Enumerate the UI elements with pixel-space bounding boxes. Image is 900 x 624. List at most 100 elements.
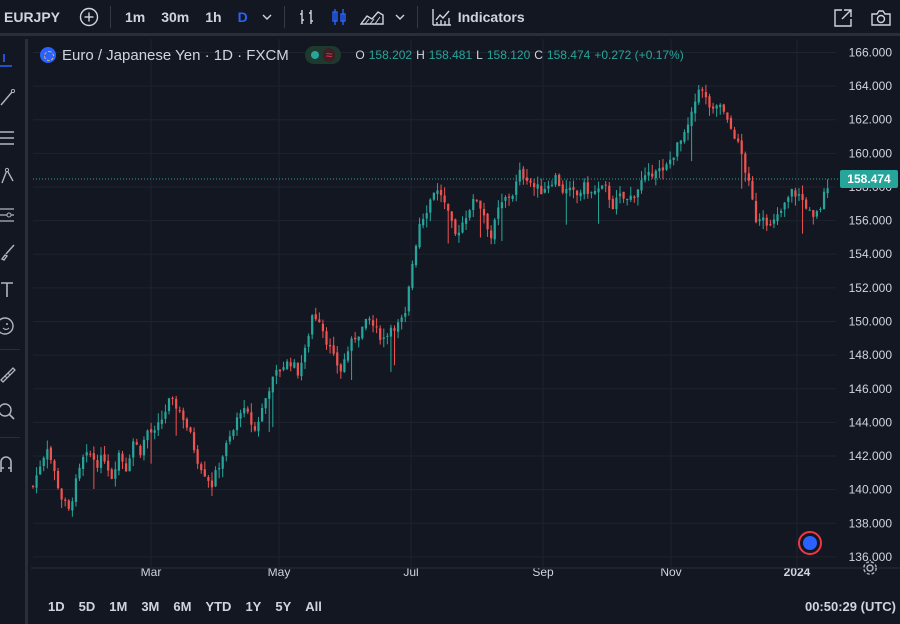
price-tick-label: 160.000 <box>849 146 893 160</box>
indicators-label: Indicators <box>457 8 525 25</box>
brush-tool[interactable] <box>0 239 24 265</box>
price-tick-label: 152.000 <box>849 281 893 295</box>
price-tick-label: 144.000 <box>849 415 893 429</box>
candle-body <box>726 112 729 120</box>
candle-body <box>744 153 747 173</box>
toolbar-divider <box>0 349 20 350</box>
compare-symbol-button[interactable] <box>74 0 104 35</box>
candle-body <box>207 477 210 481</box>
candle-body <box>339 364 342 372</box>
trend-line-tool[interactable] <box>0 85 24 111</box>
price-tick-label: 150.000 <box>849 314 893 328</box>
candle-body <box>314 314 317 320</box>
change-value: +0.272 (+0.17%) <box>594 48 684 62</box>
candle-body <box>747 173 750 181</box>
area-style-button[interactable] <box>355 0 389 35</box>
chevron-down-icon <box>395 14 405 20</box>
range-5d-button[interactable]: 5D <box>78 599 96 614</box>
zoom-tool[interactable] <box>0 399 24 425</box>
candle-body <box>175 398 178 409</box>
candle-body <box>368 318 371 321</box>
text-icon <box>1 282 13 297</box>
candle-body <box>708 96 711 108</box>
chevron-down-icon <box>262 14 272 20</box>
candle-body <box>640 180 643 191</box>
candle-body <box>754 200 758 223</box>
brush-icon <box>0 244 15 261</box>
candle-body <box>794 190 797 197</box>
candle-body <box>336 352 339 366</box>
candle-body <box>536 184 539 189</box>
range-1d-button[interactable]: 1D <box>48 599 65 614</box>
candle-body <box>239 413 242 419</box>
measure-tool[interactable] <box>0 361 24 387</box>
candle-body <box>354 337 357 340</box>
range-1y-button[interactable]: 1Y <box>245 599 262 614</box>
interval-1h-button[interactable]: 1h <box>205 8 222 25</box>
toolbar-divider <box>110 5 111 28</box>
low-value: 158.120 <box>486 48 531 62</box>
symbol-search-button[interactable]: EURJPY <box>4 8 61 25</box>
candle-body <box>121 453 124 462</box>
range-3m-button[interactable]: 3M <box>141 599 160 614</box>
candle-body <box>286 361 289 369</box>
snapshot-button[interactable] <box>862 0 900 36</box>
chart-style-dropdown-button[interactable] <box>389 0 411 35</box>
globe-icon <box>803 536 817 550</box>
candle-body <box>157 422 160 431</box>
candle-body <box>436 190 439 194</box>
candle-body <box>429 199 432 213</box>
candle-body <box>71 501 74 511</box>
close-label: C <box>534 48 543 62</box>
candle-body <box>110 469 113 479</box>
candle-body <box>611 198 614 210</box>
range-5y-button[interactable]: 5Y <box>275 599 292 614</box>
candle-body <box>532 183 536 188</box>
indicators-button[interactable]: Indicators <box>424 0 533 35</box>
open-value: 158.202 <box>368 48 413 62</box>
candle-body <box>328 344 332 347</box>
fib-tool[interactable] <box>0 125 24 151</box>
candle-body <box>758 219 761 222</box>
candles-style-button[interactable] <box>323 0 355 35</box>
candle-body <box>540 185 543 195</box>
community-ideas-button[interactable] <box>798 531 822 555</box>
emoji-tool[interactable] <box>0 313 24 339</box>
candle-body <box>457 232 461 236</box>
candle-body <box>379 328 382 340</box>
interval-30m-button[interactable]: 30m <box>161 8 190 25</box>
candle-body <box>228 436 231 442</box>
range-6m-button[interactable]: 6M <box>173 599 192 614</box>
indicators-icon <box>432 8 451 26</box>
range-ytd-button[interactable]: YTD <box>205 599 232 614</box>
range-all-button[interactable]: All <box>305 599 322 614</box>
candle-body <box>600 185 604 189</box>
market-status-badge[interactable]: ≈ <box>304 46 342 64</box>
candle-body <box>282 367 285 370</box>
candle-body <box>464 218 468 224</box>
text-tool[interactable] <box>0 277 24 303</box>
symbol-title[interactable]: Euro / Japanese Yen · 1D · FXCM <box>62 46 289 64</box>
prediction-tool[interactable] <box>0 201 24 227</box>
chart-settings-button[interactable] <box>862 560 878 581</box>
candle-body <box>572 187 575 190</box>
interval-d-button[interactable]: D <box>237 8 248 25</box>
crosshair-tool[interactable] <box>0 51 24 77</box>
candle-body <box>318 319 321 323</box>
candle-body <box>218 468 221 470</box>
bar-style-button[interactable] <box>291 0 323 35</box>
candle-body <box>53 460 56 472</box>
price-chart[interactable]: 166.000164.000162.000160.000158.000156.0… <box>31 39 900 589</box>
magnet-tool[interactable] <box>0 451 24 477</box>
price-tick-label: 142.000 <box>849 449 893 463</box>
candle-body <box>178 410 181 412</box>
interval-1m-button[interactable]: 1m <box>125 8 146 25</box>
fullscreen-button[interactable] <box>824 0 862 36</box>
candle-body <box>518 169 521 182</box>
pattern-tool[interactable] <box>0 163 24 189</box>
candle-body <box>558 174 561 187</box>
candle-body <box>422 218 425 226</box>
range-1m-button[interactable]: 1M <box>109 599 128 614</box>
utc-clock[interactable]: 00:50:29 (UTC) <box>804 599 896 614</box>
interval-dropdown-button[interactable] <box>256 0 278 35</box>
